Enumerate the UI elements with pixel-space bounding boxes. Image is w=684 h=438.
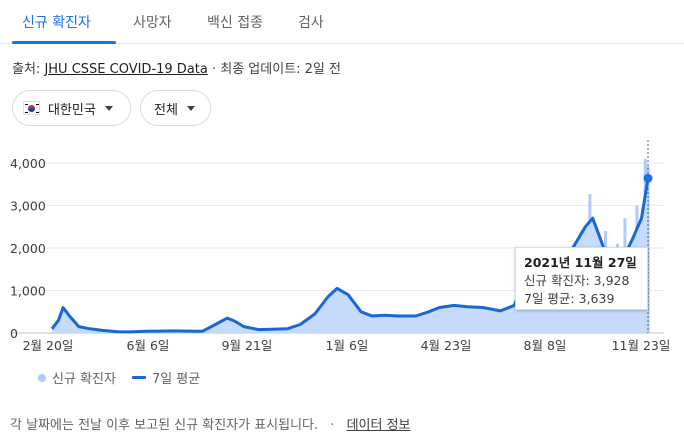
tab-vaccinations[interactable]: 백신 접종: [207, 15, 263, 31]
y-tick-label: 4,000: [10, 156, 46, 171]
tooltip-average: 7일 평균: 3,639: [524, 291, 615, 306]
scope-label: 전체: [154, 102, 178, 118]
x-tick-label: 11월 23일: [612, 338, 671, 353]
update-text: · 최종 업데이트: 2일 전: [207, 62, 341, 77]
footer-separator: ·: [330, 418, 335, 433]
tab-tests[interactable]: 검사: [298, 15, 324, 31]
data-tooltip: 2021년 11월 27일 신규 확진자: 3,928 7일 평균: 3,639: [515, 247, 648, 310]
x-tick-label: 2월 20일: [23, 338, 74, 353]
source-line: 출처: JHU CSSE COVID-19 Data · 최종 업데이트: 2일…: [12, 58, 341, 77]
tooltip-cases: 신규 확진자: 3,928: [524, 273, 630, 288]
y-tick-label: 3,000: [10, 199, 46, 214]
chart-legend: 신규 확진자 7일 평균: [38, 368, 200, 387]
source-link[interactable]: JHU CSSE COVID-19 Data: [44, 62, 208, 77]
country-label: 대한민국: [48, 102, 96, 118]
footer-text: 각 날짜에는 전날 이후 보고된 신규 확진자가 표시됩니다.: [10, 418, 319, 433]
legend-average: 7일 평균: [151, 372, 201, 387]
highlight-point: [643, 173, 653, 183]
korea-flag-icon: [23, 101, 40, 115]
chevron-down-icon: [186, 105, 195, 111]
source-prefix: 출처:: [12, 62, 45, 77]
x-tick-label: 4월 23일: [421, 338, 472, 353]
active-tab-indicator: [12, 41, 116, 44]
average-legend-line: [131, 376, 146, 379]
x-tick-label: 9월 21일: [222, 338, 273, 353]
y-tick-label: 2,000: [10, 241, 46, 256]
y-tick-label: 0: [10, 326, 18, 341]
tooltip-date: 2021년 11월 27일: [524, 255, 637, 270]
x-tick-label: 1월 6일: [326, 338, 369, 353]
metric-tabs: 신규 확진자 사망자 백신 접종 검사: [0, 0, 684, 44]
tab-new-cases[interactable]: 신규 확진자: [22, 15, 91, 31]
x-tick-label: 6월 6일: [127, 338, 170, 353]
footer-note: 각 날짜에는 전날 이후 보고된 신규 확진자가 표시됩니다. · 데이터 정보: [10, 414, 411, 433]
seven-day-average-line: [50, 178, 650, 334]
tab-deaths[interactable]: 사망자: [133, 15, 172, 31]
legend-cases: 신규 확진자: [52, 372, 116, 387]
cases-legend-dot: [38, 373, 46, 382]
x-tick-label: 8월 8일: [524, 338, 567, 353]
chevron-down-icon: [104, 105, 113, 111]
country-dropdown[interactable]: 대한민국: [12, 90, 131, 126]
scope-dropdown[interactable]: 전체: [140, 90, 211, 126]
data-info-link[interactable]: 데이터 정보: [346, 418, 411, 433]
y-axis-labels: 0 1,000 2,000 3,000 4,000: [10, 156, 46, 341]
average-area: [52, 178, 648, 333]
x-axis-labels: 2월 20일 6월 6일 9월 21일 1월 6일 4월 23일 8월 8일 11월 23일: [23, 338, 671, 353]
y-tick-label: 1,000: [10, 284, 46, 299]
